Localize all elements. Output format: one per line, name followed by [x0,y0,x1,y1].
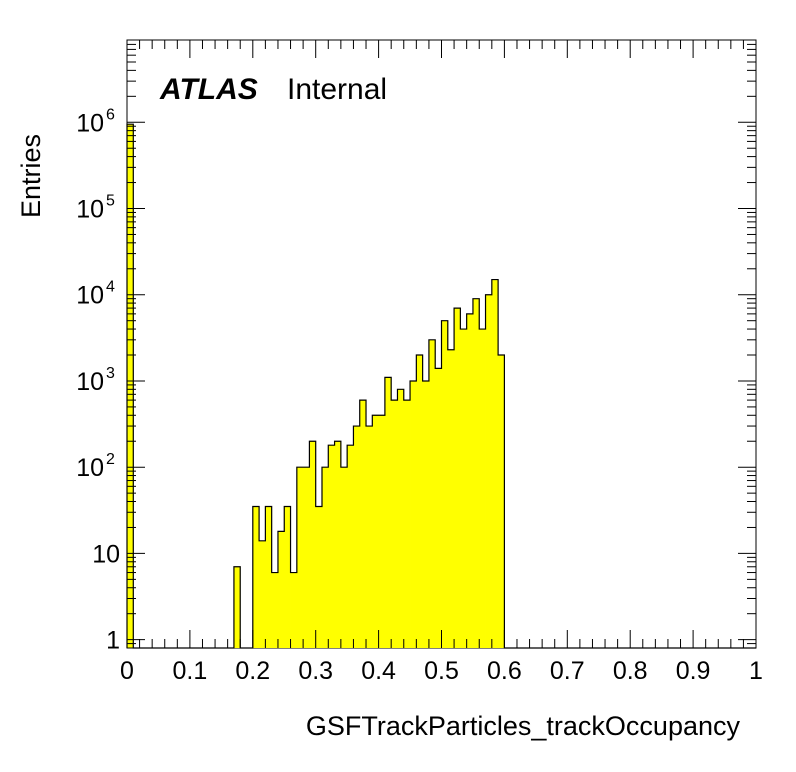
histogram-bar [366,426,373,648]
y-tick-exponent: 4 [106,279,115,296]
histogram-outline [126,123,756,649]
y-tick-label: 10 [76,454,104,482]
y-tick-exponent: 3 [106,365,115,382]
y-axis-label: Entries [16,134,46,218]
histogram-bar [328,445,335,648]
x-tick-label: 0.7 [550,657,585,685]
histogram-bar [271,572,279,648]
y-tick-label: 10 [76,368,104,396]
histogram-bar [359,400,367,648]
histogram-bar [372,415,379,648]
y-tick-label: 1 [106,627,120,655]
histogram-bar [277,531,285,648]
histogram-bar [303,467,310,648]
histogram-bar [265,506,273,648]
histogram-bar [491,279,499,648]
x-tick-label: 0.2 [235,657,270,685]
x-tick-label: 0.3 [298,657,333,685]
histogram-bar [466,313,474,648]
x-tick-label: 1 [749,657,763,685]
x-tick-label: 0.6 [487,657,522,685]
y-tick-label: 10 [76,196,104,224]
histogram-bar [378,415,386,648]
histogram-bar [259,540,266,648]
histogram-bar [252,506,260,648]
histogram-bar [391,400,398,648]
histogram-bar [321,467,329,648]
x-tick-label: 0 [120,657,134,685]
histogram-bar [397,389,405,648]
histogram-bar [472,298,480,648]
y-tick-label: 10 [92,540,120,568]
histogram-bar [416,355,424,648]
histogram-bar [410,380,417,648]
histogram-bar [290,572,298,648]
internal-label: Internal [287,73,387,106]
y-tick-exponent: 5 [106,193,115,210]
histogram-bars [127,124,505,648]
y-tick-label: 10 [76,109,104,137]
x-axis-label: GSFTrackParticles_trackOccupancy [306,711,741,741]
histogram-bar [422,380,430,648]
atlas-label: ATLAS [159,73,258,106]
histogram-bar [353,426,361,648]
histogram-bar [309,441,317,648]
histogram-bar [447,349,455,648]
histogram-bar [485,294,493,648]
histogram-bar [233,566,241,648]
histogram-bar [428,339,436,648]
histogram-bar [498,355,505,648]
x-tick-label: 0.1 [173,657,208,685]
histogram-bar [284,506,291,648]
x-tick-label: 0.4 [361,657,396,685]
histogram-bar [441,320,449,648]
x-tick-label: 0.5 [424,657,459,685]
histogram-bar [435,368,442,648]
y-tick-exponent: 6 [106,106,115,123]
histogram-bar [454,308,461,648]
x-tick-label: 0.9 [676,657,711,685]
y-tick-exponent: 2 [106,451,115,468]
y-tick-label: 10 [76,282,104,310]
x-tick-label: 0.8 [613,657,648,685]
histogram-bar [334,441,342,648]
histogram-bar [315,506,323,648]
histogram-bar [296,467,304,648]
histogram-bar [384,377,392,648]
histogram-bar [460,329,468,648]
histogram-bar [127,124,134,648]
axis-ticks [126,39,757,649]
x-tick-labels: 0 0.1 0.2 0.3 0.4 0.5 0.6 0.7 0.8 0.9 1 [120,657,763,685]
histogram-bar [347,445,354,648]
histogram-bar [479,329,486,648]
histogram-bar [340,467,348,648]
histogram-bar [403,400,411,648]
